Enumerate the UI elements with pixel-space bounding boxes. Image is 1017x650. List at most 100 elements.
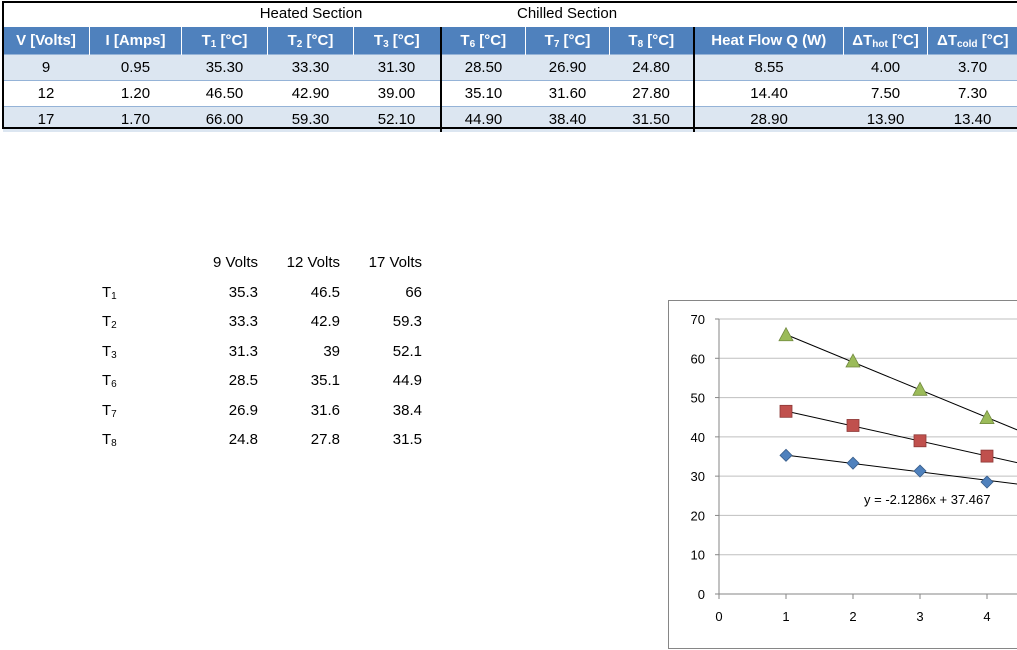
chart-frame xyxy=(668,300,1017,649)
data-point-diamond xyxy=(779,448,793,462)
data-point-diamond xyxy=(846,456,860,470)
table-cell: 7.50 xyxy=(843,80,928,107)
table-cell: 35.10 xyxy=(439,80,526,107)
y-tick-label: 50 xyxy=(691,391,705,406)
column-header: T8 [°C] xyxy=(609,27,694,55)
table-cell: 66.00 xyxy=(181,106,268,132)
x-tick-label: 2 xyxy=(849,609,856,624)
summary-cell: 31.3 xyxy=(228,342,258,360)
table-cell: 35.30 xyxy=(181,54,268,81)
column-header: T6 [°C] xyxy=(439,27,526,55)
table-cell: 3.70 xyxy=(927,54,1017,81)
summary-cell: 26.9 xyxy=(228,401,258,419)
column-header: I [Amps] xyxy=(89,27,182,55)
column-header: T2 [°C] xyxy=(267,27,354,55)
summary-row: T8 24.8 27.8 31.5 xyxy=(88,425,422,455)
data-point-diamond xyxy=(913,464,927,478)
table-cell: 13.40 xyxy=(927,106,1017,132)
data-point-diamond xyxy=(980,475,994,489)
table-cell: 26.90 xyxy=(525,54,610,81)
table-cell: 8.55 xyxy=(692,54,844,81)
summary-row-label: T1 xyxy=(102,283,117,302)
summary-row-label: T6 xyxy=(102,372,117,391)
table-cell: 24.80 xyxy=(609,54,694,81)
table-row: 12 1.20 46.50 42.90 39.00 35.10 31.60 27.80 14.4… xyxy=(2,80,1017,107)
table-cell: 44.90 xyxy=(439,106,526,132)
table-cell: 4.00 xyxy=(843,54,928,81)
summary-cell: 35.1 xyxy=(310,372,340,390)
summary-row-label: T2 xyxy=(102,313,117,332)
table-cell: 0.95 xyxy=(89,54,182,81)
summary-cell: 66 xyxy=(405,283,422,301)
data-point-square xyxy=(913,434,927,448)
summary-row-label: T8 xyxy=(102,431,117,450)
table-cell: 9 xyxy=(2,54,90,81)
table-cell: 59.30 xyxy=(267,106,354,132)
data-point-square xyxy=(980,449,994,463)
table-cell: 31.60 xyxy=(525,80,610,107)
x-tick-label: 4 xyxy=(983,609,990,624)
summary-row-label: T3 xyxy=(102,342,117,361)
table-cell: 52.10 xyxy=(353,106,441,132)
table-cell: 38.40 xyxy=(525,106,610,132)
column-header: ΔThot [°C] xyxy=(843,27,928,55)
y-tick-label: 20 xyxy=(691,508,705,523)
y-tick-label: 10 xyxy=(691,548,705,563)
summary-cell: 44.9 xyxy=(392,372,422,390)
summary-cell: 59.3 xyxy=(392,313,422,331)
summary-row: T7 26.9 31.6 38.4 xyxy=(88,396,422,426)
table-cell: 31.30 xyxy=(353,54,441,81)
column-header: ΔTcold [°C] xyxy=(927,27,1017,55)
results-table: Heated Section Chilled Section V [Volts]… xyxy=(2,0,1017,132)
column-header: T1 [°C] xyxy=(181,27,268,55)
column-header-17v: 17 Volts xyxy=(368,254,422,272)
summary-cell: 33.3 xyxy=(228,313,258,331)
table-cell: 46.50 xyxy=(181,80,268,107)
data-point-triangle xyxy=(845,353,861,368)
table-cell: 7.30 xyxy=(927,80,1017,107)
table-cell: 14.40 xyxy=(692,80,844,107)
table-cell: 28.90 xyxy=(692,106,844,132)
data-point-triangle xyxy=(778,326,794,342)
table-cell: 1.70 xyxy=(89,106,182,132)
summary-row: T6 28.5 35.1 44.9 xyxy=(88,366,422,396)
column-header-12v: 12 Volts xyxy=(286,254,340,272)
table-cell: 31.50 xyxy=(609,106,694,132)
table-cell: 33.30 xyxy=(267,54,354,81)
column-header-9v: 9 Volts xyxy=(212,254,258,272)
table-cell: 42.90 xyxy=(267,80,354,107)
summary-cell: 38.4 xyxy=(392,401,422,419)
column-header: Heat Flow Q (W) xyxy=(692,27,844,55)
summary-row: T3 31.3 39 52.1 xyxy=(88,337,422,367)
summary-cell: 24.8 xyxy=(228,431,258,449)
y-tick-label: 0 xyxy=(698,587,705,602)
data-point-triangle xyxy=(912,381,928,396)
summary-cell: 35.3 xyxy=(228,283,258,301)
summary-row: T1 35.3 46.5 66 xyxy=(88,278,422,308)
temperature-summary-table: 9 Volts 12 Volts 17 Volts T1 35.3 46.5 66 T2… xyxy=(88,248,422,455)
summary-cell: 27.8 xyxy=(310,431,340,449)
y-tick-label: 30 xyxy=(691,469,705,484)
heated-section-title: Heated Section xyxy=(259,5,363,22)
x-tick-label: 0 xyxy=(715,609,722,624)
x-tick-label: 3 xyxy=(916,609,923,624)
table-row: 17 1.70 66.00 59.30 52.10 44.90 38.40 31.50 28.9… xyxy=(2,106,1017,132)
summary-cell: 52.1 xyxy=(392,342,422,360)
summary-row: T2 33.3 42.9 59.3 xyxy=(88,307,422,337)
summary-cell: 31.5 xyxy=(392,431,422,449)
summary-cell: 46.5 xyxy=(310,283,340,301)
data-point-square xyxy=(779,404,793,418)
summary-cell: 28.5 xyxy=(228,372,258,390)
summary-cell: 31.6 xyxy=(310,401,340,419)
table-header-row: V [Volts] I [Amps] T1 [°C] T2 [°C] T3 [°C] T6… xyxy=(2,27,1017,55)
data-point-square xyxy=(846,419,860,432)
table-cell: 1.20 xyxy=(89,80,182,107)
summary-cell: 42.9 xyxy=(310,313,340,331)
column-header: T7 [°C] xyxy=(525,27,610,55)
y-tick-label: 60 xyxy=(691,351,705,366)
summary-cell: 39 xyxy=(323,342,340,360)
x-tick-label: 1 xyxy=(782,609,789,624)
y-tick-label: 40 xyxy=(691,430,705,445)
trendline-equation: y = -2.1286x + 37.467 xyxy=(864,492,990,507)
chilled-section-title: Chilled Section xyxy=(517,5,618,22)
